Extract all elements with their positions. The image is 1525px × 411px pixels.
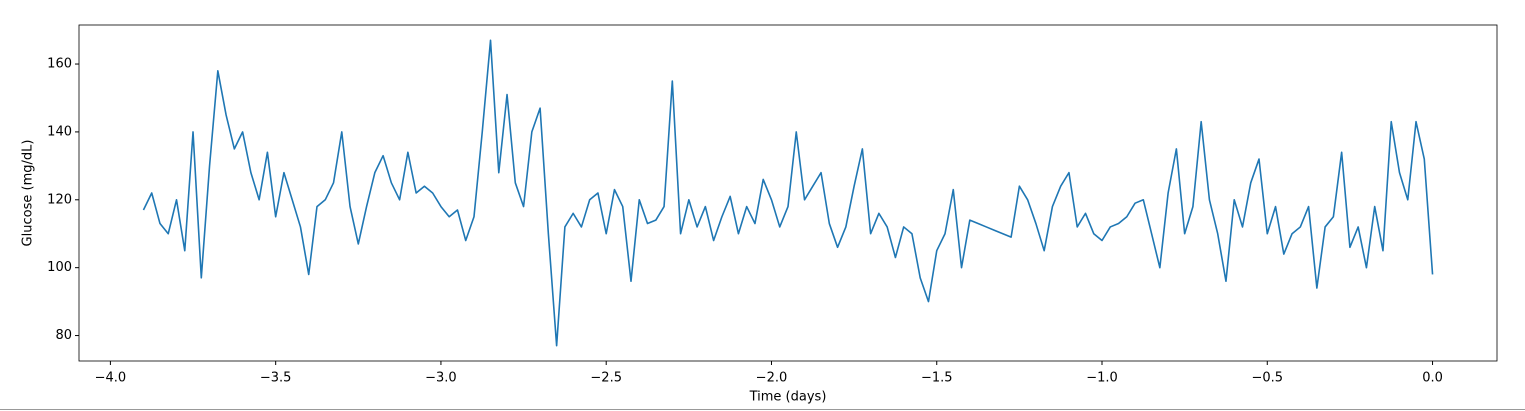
x-tick-label: −4.0 (95, 371, 127, 386)
x-tick-label: −1.5 (921, 371, 953, 386)
y-tick-label: 160 (47, 57, 72, 72)
y-tick-label: 120 (47, 192, 72, 207)
y-axis-label: Glucose (mg/dL) (21, 140, 36, 247)
x-tick-label: 0.0 (1422, 371, 1443, 386)
glucose-line (142, 39, 1434, 347)
x-tick-label: −2.5 (590, 371, 622, 386)
x-tick-label: −2.0 (756, 371, 788, 386)
y-tick-label: 100 (47, 260, 72, 275)
x-tick-label: −3.5 (260, 371, 292, 386)
x-axis-label: Time (days) (749, 390, 827, 405)
x-tick-label: −3.0 (425, 371, 457, 386)
x-tick-label: −1.0 (1086, 371, 1118, 386)
plot-frame (78, 24, 1498, 362)
y-tick-label: 140 (47, 124, 72, 139)
y-tick-label: 80 (55, 328, 72, 343)
x-tick-label: −0.5 (1251, 371, 1283, 386)
